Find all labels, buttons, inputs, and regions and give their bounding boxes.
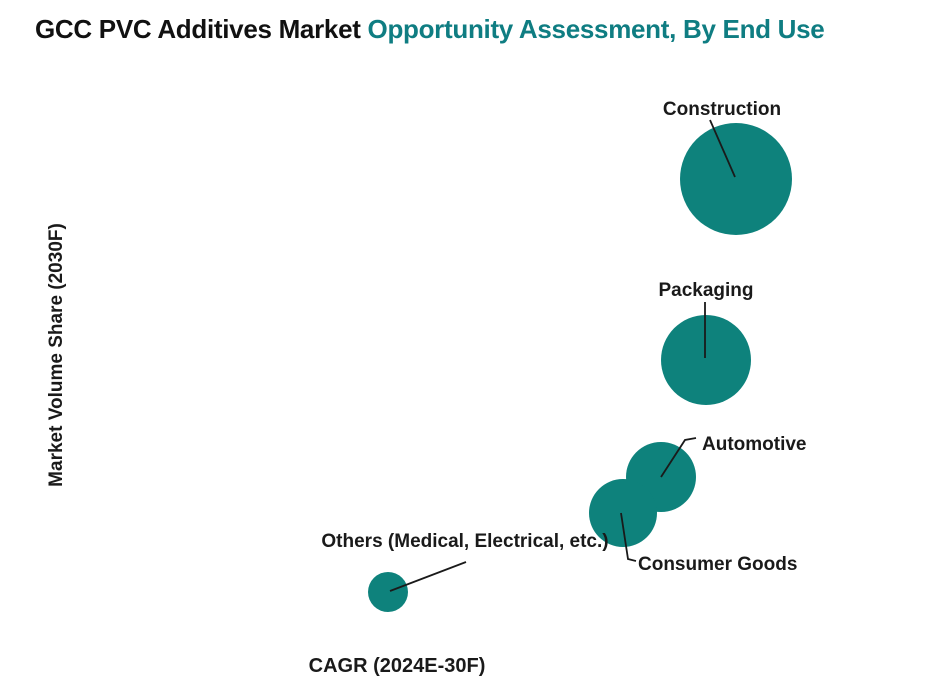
bubble-consumer-goods [589,479,657,547]
leader-line-consumer-goods [620,512,637,562]
x-axis-label: CAGR (2024E-30F) [308,655,486,677]
chart-title: GCC PVC Additives Market Opportunity Ass… [35,14,825,45]
bubble-label-packaging: Packaging [658,280,753,301]
chart-title-main: GCC PVC Additives Market [35,14,368,44]
bubble-others-medical-electrical-etc [368,572,408,612]
bubble-label-consumer-goods: Consumer Goods [638,554,797,575]
leader-line-automotive [660,437,697,478]
leader-line-construction [709,119,736,178]
y-axis-label: Market Volume Share (2030F) [46,223,67,487]
bubble-label-construction: Construction [663,99,781,120]
bubble-label-automotive: Automotive [702,434,807,455]
chart-title-accent: Opportunity Assessment, By End Use [367,14,825,44]
bubble-label-others-medical-electrical-etc: Others (Medical, Electrical, etc.) [321,531,608,552]
bubble-packaging [661,315,751,405]
leader-line-others-medical-electrical-etc [389,561,467,592]
bubble-construction [680,123,792,235]
